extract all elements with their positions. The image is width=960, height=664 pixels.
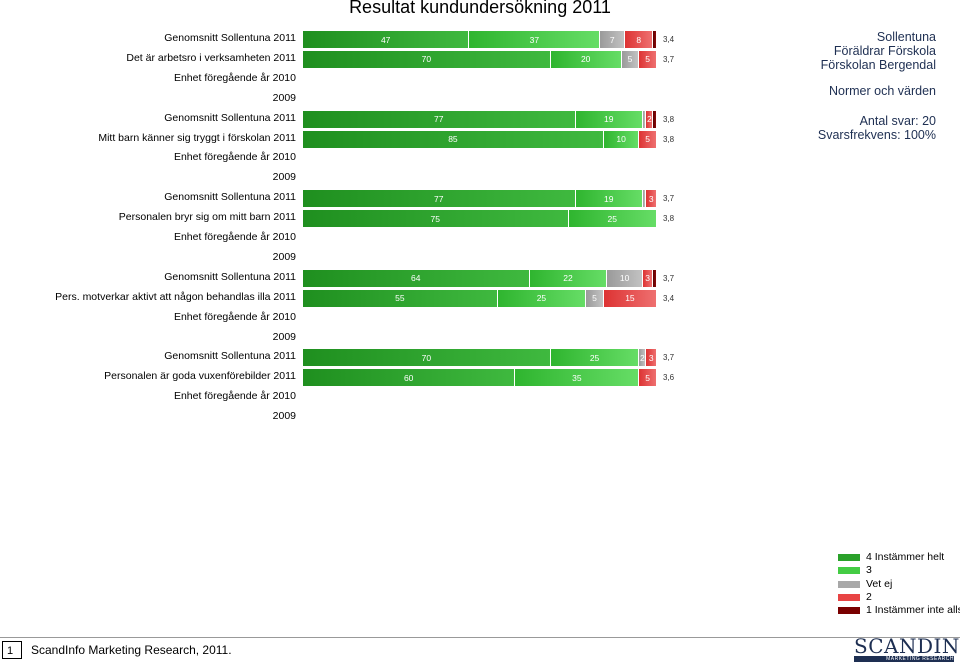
bar-segment-2: 3: [646, 349, 656, 367]
row-label: Enhet föregående år 2010: [173, 71, 296, 84]
scandinfo-logo: SCANDINFO MARKETING RESEARCH: [854, 634, 960, 662]
bar-segment-3: 19: [575, 110, 642, 128]
bar-segment-3: 19: [575, 190, 642, 208]
bar-segment-vet-ej: 2: [639, 349, 646, 367]
bar-segment-vet-ej: [642, 190, 646, 208]
row-label: Genomsnitt Sollentuna 2011: [164, 270, 296, 283]
legend-swatch-3: [838, 567, 860, 575]
legend-label-2: 2: [866, 590, 872, 603]
bar-segment-4: 47: [303, 31, 469, 48]
bar-segment-2: 8: [625, 31, 653, 48]
legend-swatch-4: [838, 554, 860, 561]
row-label: Enhet föregående år 2010: [173, 151, 296, 164]
info-unit: Förskolan Bergendal: [820, 58, 936, 72]
copyright-text: ScandInfo Marketing Research, 2011.: [31, 643, 232, 657]
bar-segment-2: 5: [639, 369, 656, 387]
row-mean: 3,8: [663, 134, 675, 144]
page-title: Resultat kundundersökning 2011: [349, 0, 611, 17]
info-answers: Antal svar: 20: [859, 114, 936, 128]
bar-segment-2: 5: [639, 130, 656, 148]
bar-segment-4: 70: [303, 50, 550, 68]
row-label: Det är arbetsro i verksamheten 2011: [126, 51, 296, 64]
legend-swatch-1: [838, 607, 860, 615]
row-mean: 3,7: [663, 54, 675, 64]
info-response-rate: Svarsfrekvens: 100%: [817, 128, 936, 142]
bar-segment-4: 70: [303, 349, 550, 367]
bar-segment-1: [653, 31, 656, 48]
bar-segment-2: 3: [646, 190, 656, 208]
legend-label-vet-ej: Vet ej: [866, 577, 893, 590]
legend-swatch-2: [838, 593, 860, 601]
bar-segment-vet-ej: [642, 110, 646, 128]
legend-label-4: 4 Instämmer helt: [866, 551, 945, 563]
bar-segment-4: 77: [303, 190, 575, 208]
row-mean: 3,7: [663, 194, 675, 204]
bar-segment-vet-ej: 5: [586, 289, 603, 307]
row-label: 2009: [272, 91, 296, 104]
bar-segment-2: 15: [603, 289, 656, 307]
row-mean: 3,7: [663, 273, 675, 283]
bar-segment-3: 25: [550, 349, 639, 367]
row-label: 2009: [272, 171, 296, 184]
row-label: 2009: [272, 250, 296, 263]
row-label: Genomsnitt Sollentuna 2011: [164, 191, 296, 204]
page-footer: 1 ScandInfo Marketing Research, 2011. SC…: [0, 634, 960, 664]
bar-segment-4: 64: [303, 269, 529, 287]
bar-segment-vet-ej: 5: [621, 50, 639, 68]
logo-tagline: MARKETING RESEARCH: [854, 656, 954, 662]
row-label: Genomsnitt Sollentuna 2011: [164, 32, 296, 44]
bar-segment-4: 77: [303, 110, 575, 128]
row-mean: 3,4: [663, 35, 675, 44]
row-mean: 3,8: [663, 214, 675, 224]
legend-label-3: 3: [866, 564, 872, 577]
row-label: Enhet föregående år 2010: [173, 231, 296, 243]
bar-segment-3: 35: [515, 369, 639, 387]
row-label: 2009: [272, 330, 296, 343]
bar-segment-3: 20: [550, 50, 621, 68]
logo-text: SCANDINFO: [854, 634, 960, 658]
bar-segment-3: 25: [497, 289, 586, 307]
page-number: 1: [2, 641, 22, 659]
info-section: Normer och värden: [829, 84, 936, 98]
bar-segment-2: 5: [639, 50, 656, 68]
info-org: Sollentuna: [876, 30, 936, 44]
legend-swatch-vet-ej: [838, 580, 860, 588]
bar-segment-4: 85: [303, 130, 603, 148]
row-mean: 3,8: [663, 114, 675, 124]
row-label: Pers. motverkar aktivt att någon behandl…: [55, 290, 296, 303]
bar-segment-1: [653, 269, 656, 287]
bar-segment-2: 2: [646, 110, 653, 128]
row-label: Personalen bryr sig om mitt barn 2011: [118, 211, 296, 224]
bar-segment-vet-ej: 7: [600, 31, 625, 48]
bar-segment-3: 37: [469, 31, 600, 48]
row-label: Enhet föregående år 2010: [173, 310, 296, 323]
bar-segment-3: 25: [568, 210, 656, 228]
bar-segment-3: 10: [603, 130, 639, 148]
bar-segment-vet-ej: 10: [607, 269, 642, 287]
bar-segment-4: 55: [303, 289, 497, 307]
legend-label-1: 1 Instämmer inte alls: [866, 604, 960, 617]
row-label: Personalen är goda vuxenförebilder 2011: [104, 370, 296, 383]
bar-segment-4: 75: [303, 210, 568, 228]
bar-segment-1: [653, 110, 656, 128]
row-mean: 3,6: [663, 373, 675, 383]
row-label: Mitt barn känner sig tryggt i förskolan …: [98, 131, 296, 144]
info-group: Föräldrar Förskola: [833, 44, 936, 58]
row-label: Genomsnitt Sollentuna 2011: [164, 350, 296, 363]
row-mean: 3,7: [663, 353, 675, 363]
bar-segment-4: 60: [303, 369, 515, 387]
row-label: 2009: [272, 410, 296, 423]
row-label: Enhet föregående år 2010: [173, 390, 296, 403]
row-label: Genomsnitt Sollentuna 2011: [164, 111, 296, 124]
row-mean: 3,4: [663, 293, 675, 303]
bar-segment-3: 22: [529, 269, 607, 287]
bar-segment-2: 3: [642, 269, 653, 287]
survey-info: Sollentuna Föräldrar Förskola Förskolan …: [736, 30, 936, 142]
